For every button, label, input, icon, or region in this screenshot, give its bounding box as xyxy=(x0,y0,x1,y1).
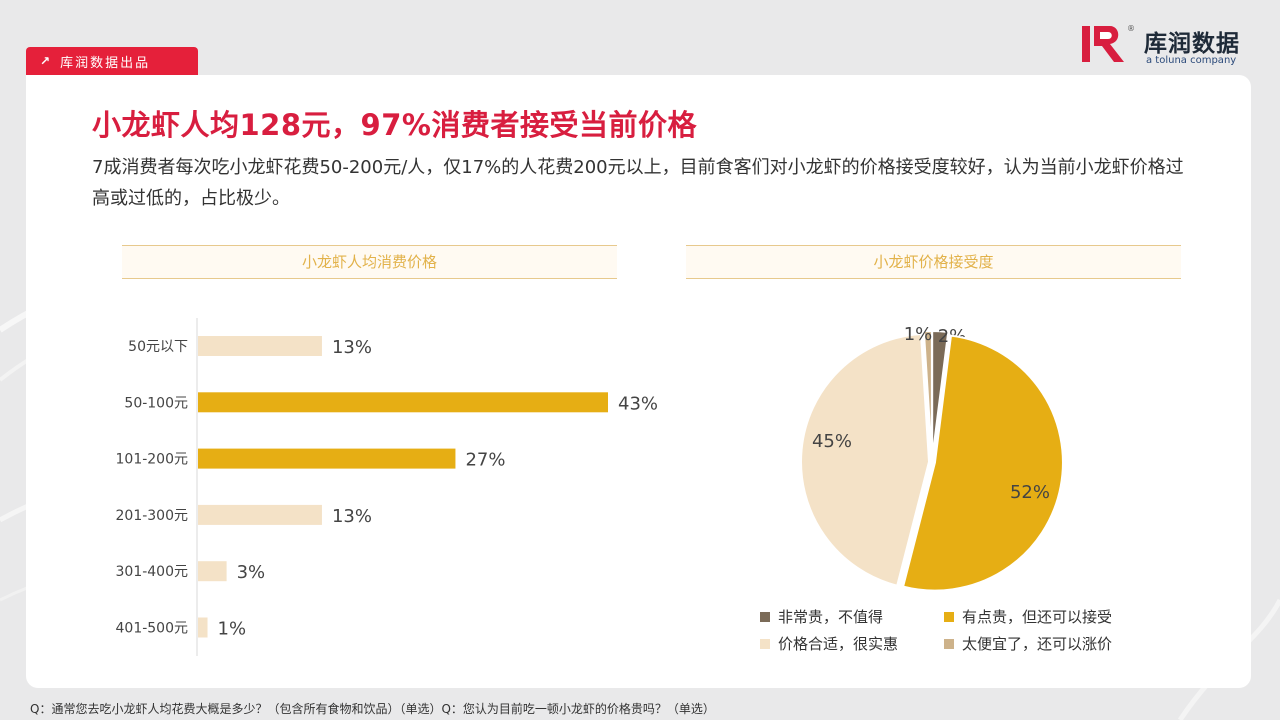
legend-item-3: 太便宜了，还可以涨价 xyxy=(944,633,1112,654)
pie-slice-1 xyxy=(901,334,1064,592)
bar-category-label-5: 401-500元 xyxy=(116,621,189,637)
page-title: 小龙虾人均128元，97%消费者接受当前价格 xyxy=(92,108,697,142)
logo-subtitle: a toluna company xyxy=(1146,55,1237,66)
legend-item-0: 非常贵，不值得 xyxy=(760,606,883,627)
bar-category-label-4: 301-400元 xyxy=(116,564,189,580)
bar-category-label-2: 101-200元 xyxy=(116,452,189,468)
bar-2 xyxy=(198,448,456,469)
legend-item-1: 有点贵，但还可以接受 xyxy=(944,606,1112,627)
bar-value-label-2: 27% xyxy=(465,450,505,471)
legend-swatch-0 xyxy=(760,611,770,622)
pie-slice-3 xyxy=(922,330,933,460)
legend-label-0: 非常贵，不值得 xyxy=(778,608,884,626)
bar-4 xyxy=(198,561,227,582)
bar-value-label-5: 1% xyxy=(218,619,247,640)
pie-value-label-3: 1% xyxy=(904,324,933,345)
page-description: 7成消费者每次吃小龙虾花费50-200元/人，仅17%的人花费200元以上，目前… xyxy=(92,157,1184,209)
kr-logo-icon xyxy=(1082,26,1124,62)
bar-category-label-0: 50元以下 xyxy=(128,339,188,355)
legend-item-2: 价格合适，很实惠 xyxy=(760,633,898,654)
pie-value-label-2: 45% xyxy=(812,431,852,452)
bar-category-label-1: 50-100元 xyxy=(124,395,188,411)
pie-slice-2 xyxy=(800,332,931,587)
bar-value-label-0: 13% xyxy=(332,337,372,358)
legend-label-3: 太便宜了，还可以涨价 xyxy=(962,635,1113,653)
legend-swatch-1 xyxy=(944,611,954,622)
source-tag-label: 库润数据出品 xyxy=(60,55,151,71)
legend-label-1: 有点贵，但还可以接受 xyxy=(962,608,1113,626)
bar-value-label-4: 3% xyxy=(237,562,266,583)
bar-value-label-3: 13% xyxy=(332,506,372,527)
bar-0 xyxy=(198,336,322,356)
bar-1 xyxy=(198,392,608,413)
arrow-up-right-icon: ↗ xyxy=(40,54,53,68)
bar-5 xyxy=(198,617,208,638)
content-card xyxy=(26,75,1251,688)
pie-chart-title: 小龙虾价格接受度 xyxy=(686,245,1181,279)
legend-label-2: 价格合适，很实惠 xyxy=(778,635,899,653)
legend-swatch-2 xyxy=(760,638,770,649)
source-tag: ↗ 库润数据出品 xyxy=(26,47,198,75)
bar-category-label-3: 201-300元 xyxy=(116,508,189,524)
bar-chart-title: 小龙虾人均消费价格 xyxy=(122,245,617,279)
logo-brand-text: 库润数据 xyxy=(1144,31,1240,57)
registered-mark: ® xyxy=(1127,24,1135,33)
pie-value-label-1: 52% xyxy=(1010,482,1050,503)
bar-value-label-1: 43% xyxy=(618,393,658,414)
legend-swatch-3 xyxy=(944,638,954,649)
bar-3 xyxy=(198,504,322,525)
company-logo: ® 库润数据 a toluna company xyxy=(1080,24,1260,70)
survey-footnote: Q：通常您去吃小龙虾人均花费大概是多少？（包含所有食物和饮品）（单选）Q：您认为… xyxy=(30,702,715,716)
